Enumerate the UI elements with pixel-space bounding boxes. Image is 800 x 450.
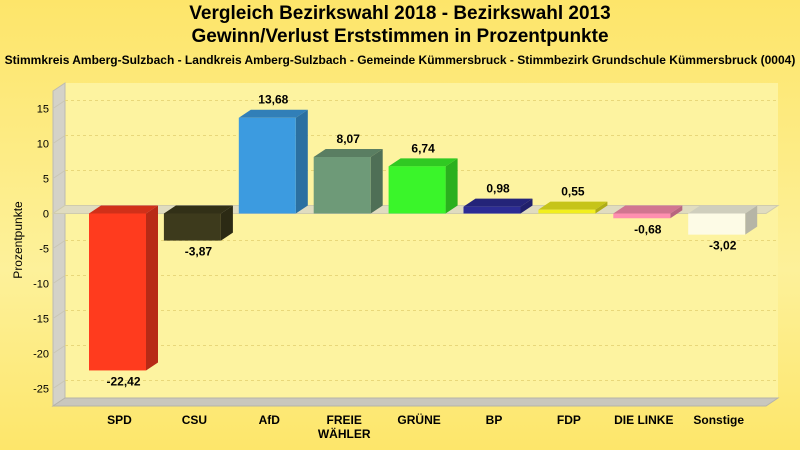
bar-front bbox=[688, 213, 746, 235]
plot-floor bbox=[51, 397, 780, 407]
x-tick-label: WÄHLER bbox=[318, 426, 371, 441]
bar-top bbox=[538, 201, 608, 210]
bar-fdp bbox=[538, 201, 608, 214]
gridline-side bbox=[52, 170, 66, 179]
data-label: -3,87 bbox=[185, 245, 213, 259]
bar-side bbox=[370, 149, 383, 214]
gridline-side bbox=[52, 135, 66, 144]
bar-top bbox=[163, 205, 233, 214]
bar-side bbox=[745, 205, 758, 235]
bar-side bbox=[220, 205, 233, 241]
bar-side bbox=[445, 158, 458, 214]
gridline-side bbox=[52, 310, 66, 319]
y-tick-label: -15 bbox=[33, 314, 49, 326]
bar-front bbox=[313, 157, 371, 214]
y-tick-label: -5 bbox=[39, 244, 49, 256]
x-tick-label: AfD bbox=[259, 413, 281, 427]
bar-top bbox=[313, 149, 383, 158]
bar-side bbox=[595, 201, 608, 214]
bar-spd bbox=[89, 205, 158, 371]
y-tick-label: -25 bbox=[33, 384, 49, 396]
data-label: 8,07 bbox=[337, 132, 361, 146]
gridline-side bbox=[52, 240, 66, 249]
y-tick-label: -20 bbox=[33, 349, 49, 361]
bar-front bbox=[538, 209, 596, 214]
bar-front bbox=[89, 213, 146, 371]
bar-top bbox=[688, 205, 758, 214]
x-tick-label: SPD bbox=[107, 413, 132, 427]
chart-subtitle: Gewinn/Verlust Erststimmen in Prozentpun… bbox=[191, 26, 609, 47]
gridline-side bbox=[52, 380, 66, 389]
data-label: 0,55 bbox=[561, 185, 585, 199]
data-label: 0,98 bbox=[486, 182, 510, 196]
x-tick-label: Sonstige bbox=[693, 413, 744, 427]
bar-grüne bbox=[388, 158, 458, 214]
bar-top bbox=[89, 205, 158, 214]
y-tick-label: -10 bbox=[33, 279, 49, 291]
bar-front bbox=[613, 213, 671, 219]
y-tick-label: 10 bbox=[37, 139, 49, 151]
data-label: -0,68 bbox=[634, 222, 662, 236]
bar-side bbox=[670, 205, 683, 219]
y-axis-label: Prozentpunkte bbox=[11, 201, 25, 279]
bar-front bbox=[238, 117, 296, 214]
bar-freie-wähler bbox=[313, 149, 383, 214]
bar-side bbox=[295, 109, 308, 214]
bar-front bbox=[163, 213, 221, 241]
bar-side bbox=[520, 198, 533, 214]
data-label: -3,02 bbox=[709, 239, 737, 253]
bar-bp bbox=[463, 198, 533, 214]
x-tick-label: GRÜNE bbox=[397, 412, 440, 427]
data-label: 13,68 bbox=[258, 93, 288, 107]
bar-top bbox=[238, 109, 308, 118]
data-label: 6,74 bbox=[411, 141, 435, 155]
bar-top bbox=[388, 158, 458, 167]
x-tick-label: FDP bbox=[557, 413, 581, 427]
x-tick-label: BP bbox=[486, 413, 503, 427]
gridline-side bbox=[52, 100, 66, 109]
gridline-side bbox=[52, 275, 66, 284]
y-tick-label: 15 bbox=[37, 104, 49, 116]
bar-csu bbox=[163, 205, 233, 241]
bar-side bbox=[146, 205, 158, 371]
y-tick-label: 0 bbox=[43, 209, 49, 221]
bar-sonstige bbox=[688, 205, 758, 235]
x-tick-label: DIE LINKE bbox=[614, 413, 673, 427]
chart-title: Vergleich Bezirkswahl 2018 - Bezirkswahl… bbox=[189, 3, 611, 24]
x-tick-label: CSU bbox=[182, 413, 207, 427]
gridline-side bbox=[52, 345, 66, 354]
chart-caption: Stimmkreis Amberg-Sulzbach - Landkreis A… bbox=[4, 53, 796, 67]
x-tick-label: FREIE bbox=[327, 413, 362, 427]
bar-front bbox=[463, 206, 521, 214]
data-label: -22,42 bbox=[106, 374, 140, 388]
bar-front bbox=[388, 166, 446, 214]
bar-afd bbox=[238, 109, 308, 214]
bar-top bbox=[613, 205, 683, 214]
bar-top bbox=[463, 198, 533, 207]
bar-die-linke bbox=[613, 205, 683, 219]
y-tick-label: 5 bbox=[43, 174, 49, 186]
